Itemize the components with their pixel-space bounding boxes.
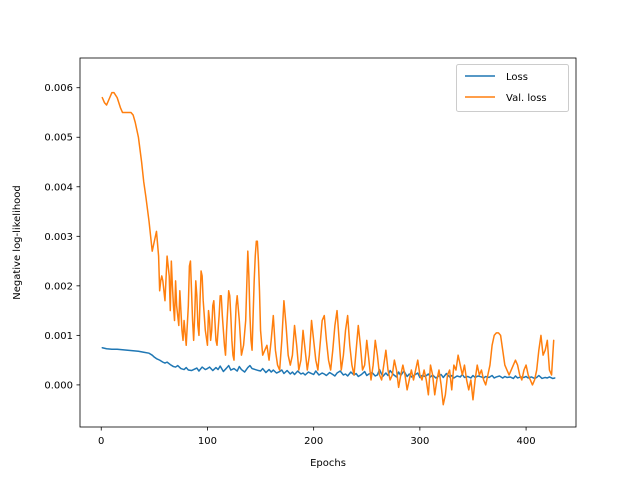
x-axis-label: Epochs [310,458,346,469]
y-tick-label: 0.004 [44,182,73,193]
y-tick-label: 0.001 [44,331,73,342]
y-tick-label: 0.003 [44,232,73,243]
y-tick-label: 0.005 [44,133,73,144]
x-tick-label: 100 [198,436,217,447]
legend-label-loss: Loss [506,72,528,83]
x-tick-label: 200 [304,436,323,447]
x-tick-label: 0 [98,436,104,447]
x-axis-ticks: 0 100 200 300 400 [98,427,536,447]
y-axis-label: Negative log-likelihood [12,185,23,300]
y-axis-ticks: 0.000 0.001 0.002 0.003 0.004 0.005 0.006 [44,83,80,391]
plot-area [101,91,556,406]
legend: Loss Val. loss [456,64,569,112]
legend-label-val-loss: Val. loss [506,93,547,104]
y-tick-label: 0.000 [44,380,73,391]
x-tick-label: 300 [410,436,429,447]
axes-frame [79,57,577,428]
series-line-val-loss [101,91,555,406]
x-tick-label: 400 [517,436,536,447]
y-tick-label: 0.006 [44,83,73,94]
y-tick-label: 0.002 [44,281,73,292]
